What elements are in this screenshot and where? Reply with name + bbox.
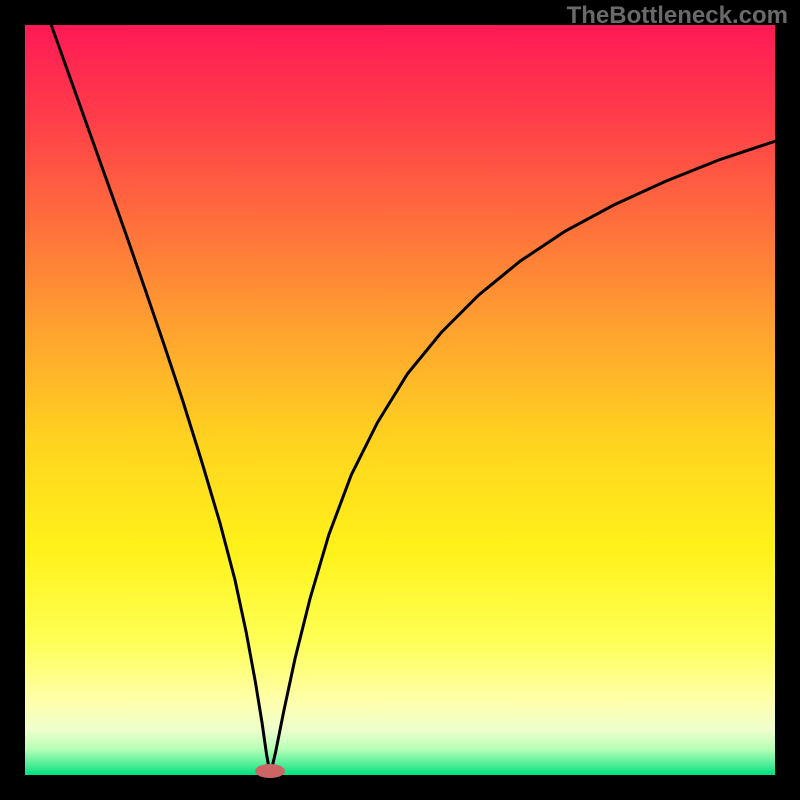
minimum-marker xyxy=(255,764,285,778)
plot-area xyxy=(25,25,775,775)
watermark-text: TheBottleneck.com xyxy=(567,2,788,30)
chart-container: TheBottleneck.com xyxy=(0,0,800,800)
